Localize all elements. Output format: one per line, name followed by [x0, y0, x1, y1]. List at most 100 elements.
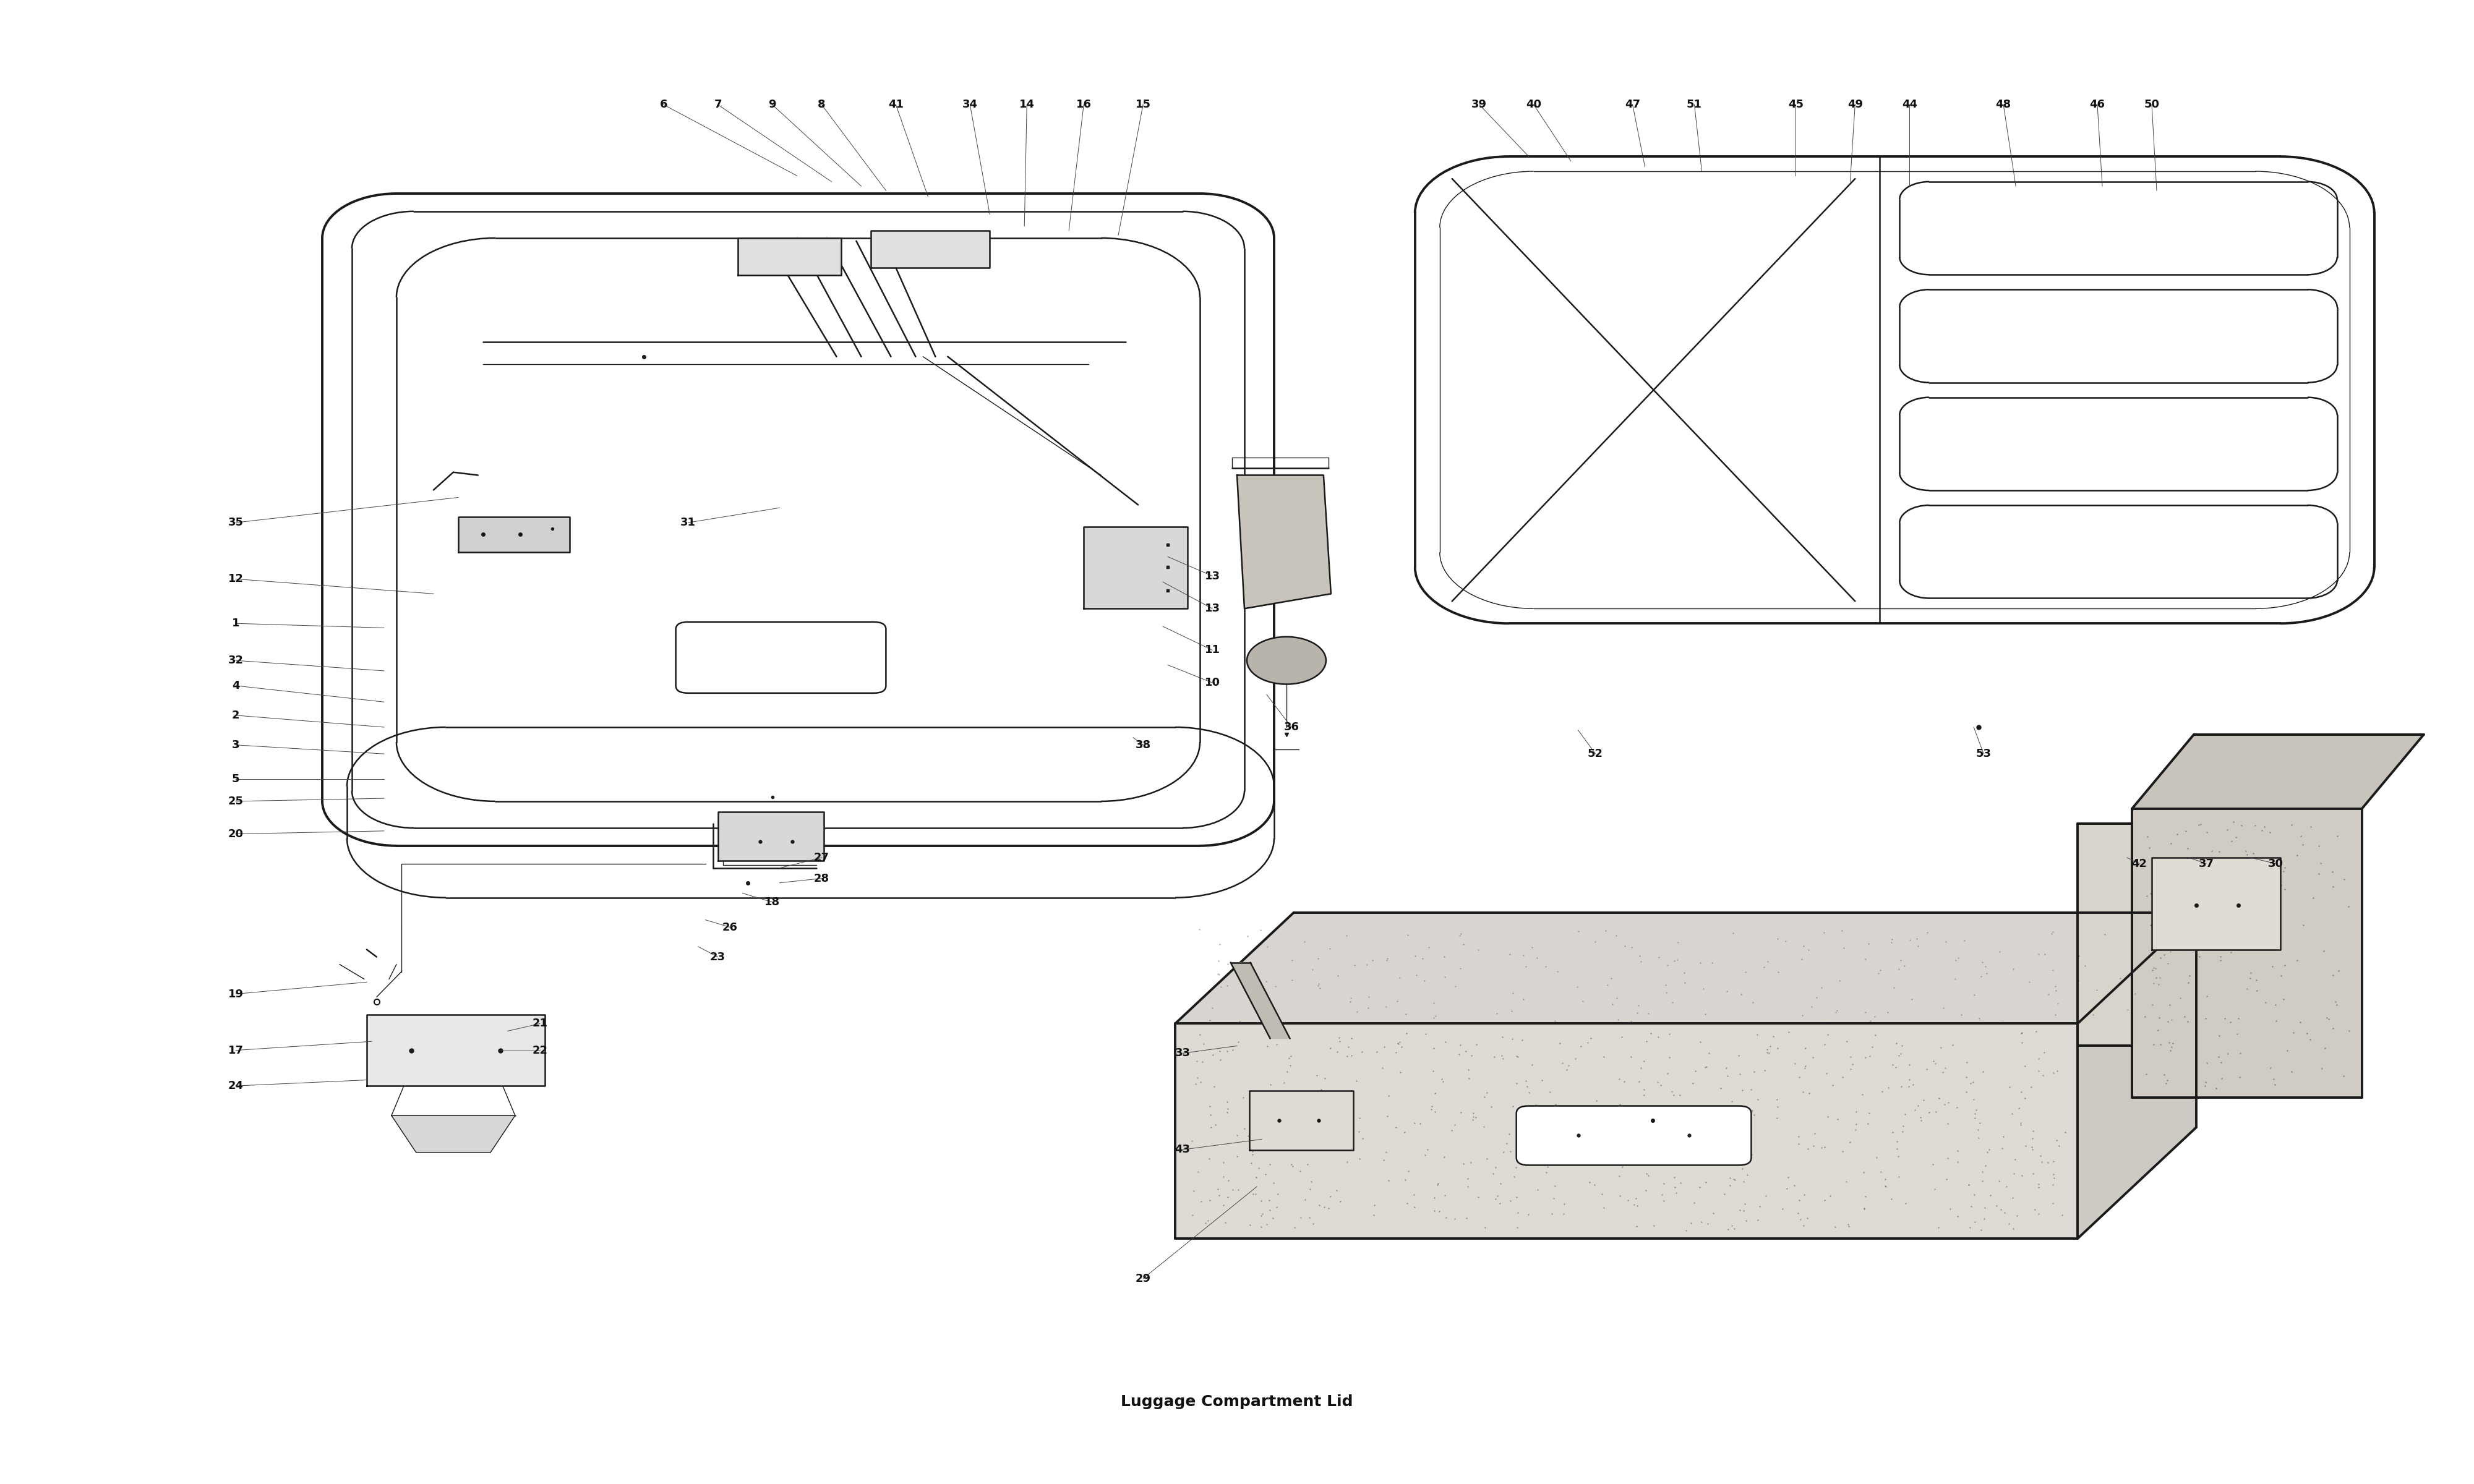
Point: [1603, 1155, 1643, 1178]
Point: [2199, 1045, 2239, 1068]
Point: [1954, 1088, 1994, 1112]
Point: [1823, 1140, 1863, 1163]
Point: [1507, 1149, 1546, 1172]
Point: [1856, 1005, 1895, 1028]
Point: [1784, 1183, 1823, 1206]
Point: [1529, 1080, 1569, 1104]
Point: [1398, 963, 1437, 987]
Point: [1907, 920, 1947, 944]
Point: [2217, 847, 2256, 871]
Point: [2249, 933, 2288, 957]
Point: [2147, 1009, 2187, 1033]
Point: [1564, 990, 1603, 1014]
Point: [2152, 1034, 2192, 1058]
Point: [2001, 1080, 2041, 1104]
Point: [2291, 815, 2331, 838]
Point: [1620, 1055, 1660, 1079]
Point: [1450, 1067, 1489, 1091]
Point: [1321, 1189, 1361, 1212]
Point: [1220, 1178, 1259, 1202]
Point: [1405, 1022, 1445, 1046]
Point: [1964, 954, 2004, 978]
Point: [1781, 947, 1821, 971]
Point: [1183, 1049, 1222, 1073]
Text: 42: 42: [2133, 858, 2147, 870]
Point: [1680, 951, 1719, 975]
Point: [1638, 1025, 1677, 1049]
Point: [1739, 1195, 1779, 1218]
Point: [1363, 1149, 1403, 1172]
Point: [1504, 944, 1544, 968]
Point: [2251, 858, 2291, 881]
Point: [2170, 971, 2209, 994]
Point: [1724, 1199, 1764, 1223]
Point: [1789, 1082, 1828, 1106]
Point: [1796, 985, 1836, 1009]
Point: [1628, 1163, 1667, 1187]
Point: [2306, 1036, 2345, 1060]
Point: [1608, 1189, 1648, 1212]
Point: [1279, 1086, 1319, 1110]
Point: [2170, 965, 2209, 988]
Point: [1207, 1091, 1247, 1114]
Point: [1987, 1174, 2026, 1198]
Point: [1291, 1169, 1331, 1193]
Text: 28: 28: [814, 873, 829, 884]
Point: [1235, 1082, 1274, 1106]
Point: [2001, 1113, 2041, 1137]
Point: [1625, 1162, 1665, 1186]
Point: [1319, 1040, 1358, 1064]
Point: [2145, 942, 2185, 966]
Point: [1225, 1085, 1264, 1109]
Point: [1272, 1155, 1311, 1178]
Point: [1457, 1106, 1497, 1129]
Point: [1648, 953, 1687, 976]
Point: [1489, 1122, 1529, 1146]
Point: [1331, 987, 1371, 1011]
Point: [1950, 1071, 1989, 1095]
Point: [1294, 1094, 1333, 1117]
Point: [1192, 996, 1232, 1020]
Point: [1522, 1068, 1561, 1092]
Point: [1383, 1036, 1423, 1060]
Point: [2313, 963, 2353, 987]
Polygon shape: [2133, 809, 2363, 1098]
Point: [2306, 1006, 2345, 1030]
Point: [1761, 1198, 1801, 1221]
Point: [1942, 1003, 1982, 1027]
Point: [1507, 954, 1546, 978]
Point: [2187, 1051, 2227, 1074]
Point: [2284, 913, 2323, 936]
Point: [2192, 930, 2232, 954]
Point: [1239, 994, 1279, 1018]
Point: [1576, 1174, 1616, 1198]
Point: [1479, 1192, 1519, 1215]
Point: [2212, 830, 2251, 853]
Point: [1964, 1060, 2004, 1083]
Point: [2264, 987, 2303, 1011]
Point: [1873, 930, 1912, 954]
Point: [2236, 916, 2276, 939]
Point: [1925, 1055, 1964, 1079]
Point: [1635, 1214, 1675, 1238]
Point: [2021, 1144, 2061, 1168]
Point: [2185, 1074, 2224, 1098]
Point: [1497, 1186, 1536, 1209]
Point: [2202, 1067, 2241, 1091]
Text: 11: 11: [1205, 644, 1220, 656]
Point: [1452, 1101, 1492, 1125]
Point: [1858, 1146, 1898, 1169]
Point: [1848, 1112, 1888, 1135]
Point: [1954, 1103, 1994, 1126]
Point: [1957, 1098, 1997, 1122]
Point: [1200, 1048, 1239, 1071]
Point: [1561, 1034, 1601, 1058]
Point: [1784, 1214, 1823, 1238]
Point: [1638, 1070, 1677, 1094]
Point: [1959, 1112, 1999, 1135]
Point: [1309, 936, 1348, 960]
Point: [1348, 996, 1388, 1020]
Point: [1628, 1002, 1667, 1025]
Point: [1497, 1215, 1536, 1239]
Point: [1272, 1094, 1311, 1117]
